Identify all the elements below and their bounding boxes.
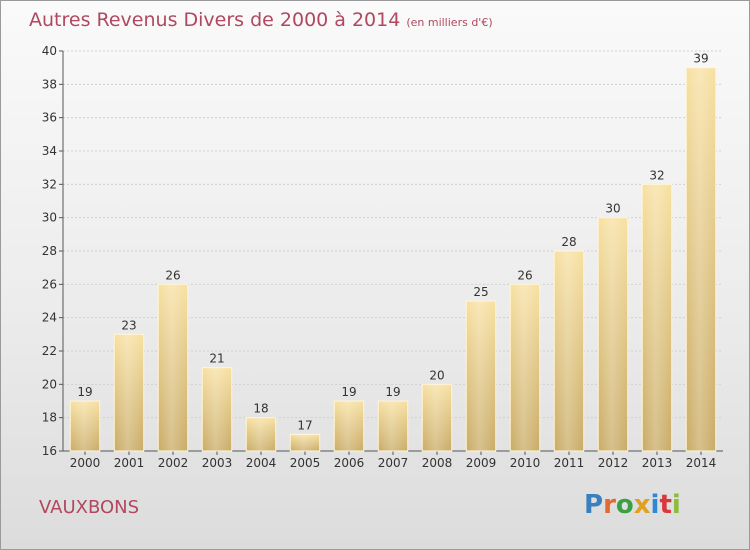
- logo-letter: x: [633, 490, 651, 520]
- x-tick-label: 2011: [554, 456, 585, 470]
- y-tick-label: 18: [42, 411, 57, 425]
- bar-shine: [246, 417, 276, 451]
- y-tick-label: 28: [42, 244, 57, 258]
- value-label: 19: [77, 385, 92, 399]
- y-tick-label: 20: [42, 377, 57, 391]
- value-label: 26: [165, 268, 180, 282]
- x-tick-label: 2007: [378, 456, 409, 470]
- bar-shine: [114, 334, 144, 451]
- value-label: 17: [297, 418, 312, 432]
- logo-letter: i: [650, 490, 660, 520]
- y-tick-label: 38: [42, 77, 57, 91]
- bar-shine: [554, 251, 584, 451]
- x-tick-label: 2013: [642, 456, 673, 470]
- bar-shine: [158, 284, 188, 451]
- y-tick-label: 22: [42, 344, 57, 358]
- logo-letter: t: [659, 490, 672, 520]
- x-tick-label: 2008: [422, 456, 453, 470]
- logo-letter: i: [671, 490, 681, 520]
- value-label: 26: [517, 268, 532, 282]
- x-tick-label: 2014: [686, 456, 717, 470]
- y-tick-label: 40: [42, 44, 57, 58]
- bar-shine: [598, 217, 628, 451]
- logo-letter: o: [615, 490, 634, 520]
- x-tick-label: 2002: [158, 456, 189, 470]
- y-tick-label: 34: [42, 144, 57, 158]
- commune-name: VAUXBONS: [39, 497, 140, 518]
- bar-shine: [378, 401, 408, 451]
- value-label: 19: [385, 385, 400, 399]
- value-label: 20: [429, 368, 444, 382]
- value-label: 18: [253, 402, 268, 416]
- value-label: 30: [605, 202, 620, 216]
- y-tick-label: 16: [42, 444, 57, 458]
- bar-shine: [334, 401, 364, 451]
- value-label: 19: [341, 385, 356, 399]
- value-label: 23: [121, 318, 136, 332]
- value-label: 25: [473, 285, 488, 299]
- chart-subtitle: (en milliers d'€): [406, 16, 493, 29]
- bar-shine: [466, 301, 496, 451]
- x-tick-label: 2009: [466, 456, 497, 470]
- value-label: 21: [209, 352, 224, 366]
- bar-shine: [70, 401, 100, 451]
- x-tick-label: 2010: [510, 456, 541, 470]
- bar-shine: [686, 67, 716, 452]
- y-tick-label: 24: [42, 311, 57, 325]
- bar-shine: [510, 284, 540, 451]
- bar-shine: [422, 384, 452, 451]
- value-label: 32: [649, 168, 664, 182]
- value-label: 28: [561, 235, 576, 249]
- y-tick-label: 26: [42, 277, 57, 291]
- bar-shine: [290, 434, 320, 451]
- logo-letter: P: [584, 490, 604, 520]
- x-tick-label: 2006: [334, 456, 365, 470]
- value-label: 39: [693, 52, 708, 66]
- x-tick-label: 2012: [598, 456, 629, 470]
- labels: 16 18 20 22 24 26 28 30 32 34 36 38 40 2000 19 2001 23 20…: [42, 44, 717, 470]
- x-tick-label: 2003: [202, 456, 233, 470]
- x-tick-label: 2000: [70, 456, 101, 470]
- bar-shine: [202, 367, 232, 451]
- y-tick-label: 32: [42, 177, 57, 191]
- chart-title: Autres Revenus Divers de 2000 à 2014 (en …: [29, 9, 493, 31]
- proxiti-logo: Proxiti: [584, 490, 681, 520]
- y-tick-label: 36: [42, 111, 57, 125]
- x-tick-label: 2005: [290, 456, 321, 470]
- x-tick-label: 2004: [246, 456, 277, 470]
- logo-letter: r: [603, 490, 616, 520]
- x-tick-label: 2001: [114, 456, 145, 470]
- y-tick-label: 30: [42, 211, 57, 225]
- chart-title-text: Autres Revenus Divers de 2000 à 2014: [29, 9, 401, 31]
- bars: [69, 67, 717, 452]
- bar-shine: [642, 184, 672, 452]
